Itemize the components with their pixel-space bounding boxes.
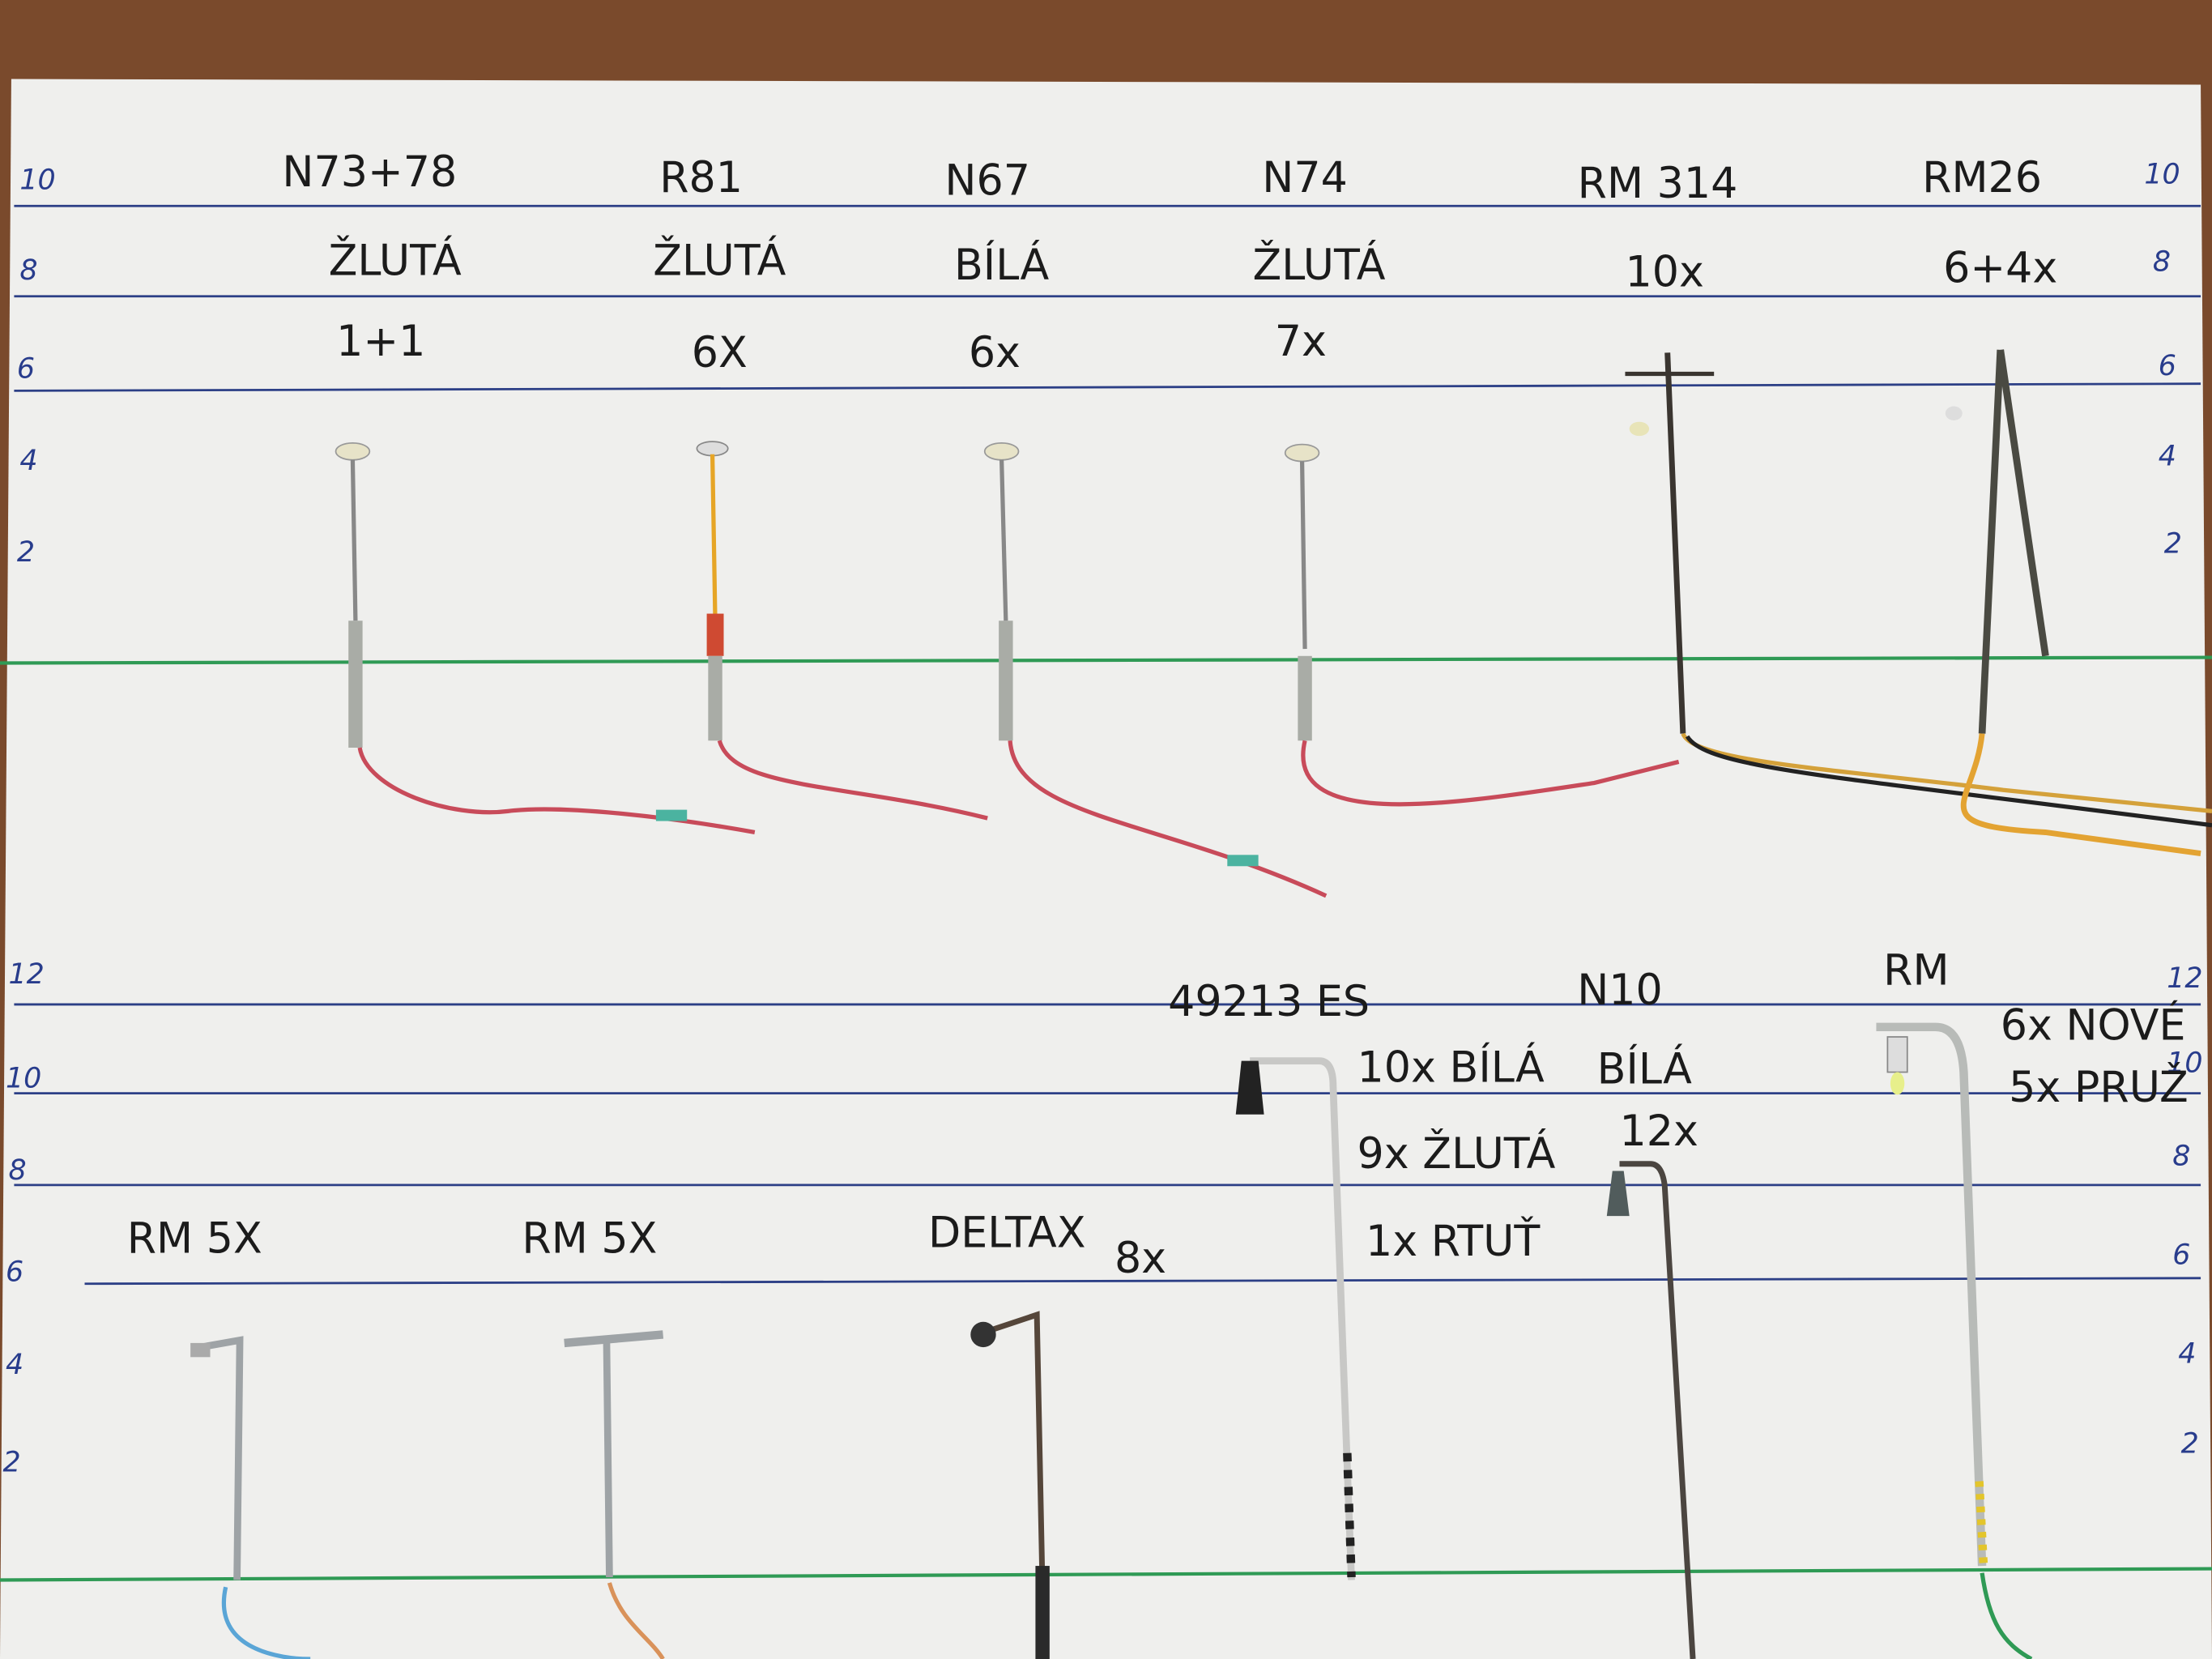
scale-label: 2 [2,1446,20,1478]
model-label: RM [1883,947,1949,996]
scale-label: 4 [19,445,37,477]
model-label: N10 [1577,966,1663,1015]
count-label: 6X [692,329,748,377]
count-label: 5x PRUŽ [2009,1063,2189,1112]
lamp-n10 [1606,1161,1696,1659]
scale-label: 12 [2167,962,2202,995]
count-label: 9x ŽLUTÁ [1357,1129,1556,1179]
scale-label: 6 [2172,1239,2190,1271]
model-label: RM 314 [1578,160,1738,208]
count-label: 6x NOVÉ [2001,1000,2186,1050]
bottom-row-labels: RM 5X RM 5X DELTAX 8x 49213 ES 10x BÍLÁ … [127,947,2189,1283]
model-label: N73+78 [282,148,457,197]
scale-label: 2 [2164,528,2182,561]
count-label: 10x BÍLÁ [1357,1043,1545,1093]
count-label: 6+4x [1943,244,2057,292]
scale-label: 6 [2159,350,2176,382]
color-label: ŽLUTÁ [1252,241,1385,290]
scale-label: 8 [2153,245,2171,278]
scale-label: 6 [17,353,35,386]
lamp-n67 [983,441,1328,898]
lamp-rm-2 [564,1330,665,1659]
count-label: 8x [1115,1235,1166,1283]
model-label: 49213 ES [1168,978,1370,1026]
scale-label: 12 [8,958,44,991]
scale-right-bottom: 12 10 8 6 4 2 [2167,962,2202,1461]
lamp-rm26 [1945,349,2201,857]
color-label: BÍLÁ [1597,1044,1693,1094]
scale-label: 2 [2181,1428,2199,1461]
scale-label: 2 [17,536,35,569]
scale-label: 4 [2178,1337,2196,1370]
count-label: 10x [1626,249,1704,297]
lamp-r81 [696,441,988,821]
scale-label: 4 [6,1349,23,1381]
base-line [0,1567,2212,1582]
ruled-lines-top [0,204,2212,665]
paper-board [0,79,2212,1659]
lamp-rm314 [1625,352,2212,828]
scale-label: 8 [8,1154,26,1187]
lamp-rm-tall [1876,1022,2033,1659]
lamp-49213-es [1235,1057,1356,1580]
ruled-line [14,382,2201,392]
scale-label: 10 [6,1063,41,1095]
count-label: 12x [1619,1107,1698,1156]
model-label: N67 [944,156,1030,205]
model-label: N74 [1262,154,1348,203]
ruled-lines-bottom [0,1003,2212,1582]
model-label: DELTAX [928,1209,1086,1257]
count-label: 6x [969,329,1021,377]
lamp-n74 [1284,443,1680,807]
scale-label: 6 [6,1256,23,1288]
count-label: 7x [1275,318,1327,366]
ruled-line [84,1277,2201,1286]
scale-label: 10 [2167,1047,2202,1080]
top-row-labels: N73+78 R81 N67 N74 RM 314 RM26 ŽLUTÁ ŽLU… [282,148,2057,377]
scale-left-bottom: 12 10 8 6 4 2 [2,958,44,1479]
lamp-rm-1 [190,1336,311,1659]
scale-label: 10 [2144,158,2180,190]
lamp-n73 [335,441,756,835]
scale-label: 10 [19,164,55,196]
scale-label: 8 [2172,1140,2190,1172]
base-line [0,655,2212,665]
color-label: BÍLÁ [954,241,1050,290]
scale-label: 8 [19,254,37,287]
lamp-deltax [970,1311,1050,1659]
count-label: 1x RTUŤ [1366,1217,1541,1266]
scale-left-top: 10 8 6 4 2 [17,164,56,569]
count-label: 1+1 [336,318,425,366]
scale-right-top: 10 8 6 4 2 [2144,158,2182,560]
model-label: RM 5X [127,1214,262,1263]
model-label: R81 [659,154,743,203]
color-label: ŽLUTÁ [653,237,786,286]
model-label: RM 5X [522,1214,657,1263]
model-label: RM26 [1922,154,2042,203]
scale-label: 4 [2159,441,2176,473]
color-label: ŽLUTÁ [329,237,462,286]
